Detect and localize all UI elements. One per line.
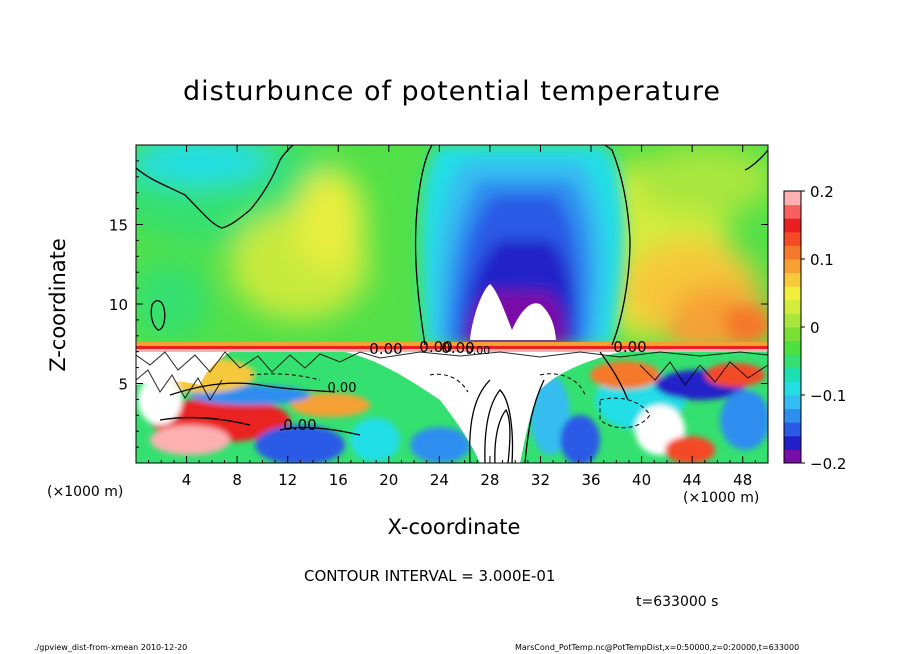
- colorbar-swatch: [784, 191, 801, 206]
- x-tick-label: 24: [430, 471, 449, 489]
- contour-interval-label: CONTOUR INTERVAL = 3.000E-01: [304, 567, 556, 585]
- x-tick-label: 12: [278, 471, 297, 489]
- contour-label: 0.00: [466, 344, 491, 357]
- contour-lines: [136, 145, 768, 463]
- colorbar-swatch: [784, 435, 801, 450]
- y-tick-label: 10: [109, 296, 128, 314]
- colorbar-swatch: [784, 272, 801, 287]
- x-unit-right: (×1000 m): [683, 490, 760, 506]
- x-tick-label: 32: [531, 471, 550, 489]
- x-tick-label: 20: [379, 471, 398, 489]
- contour-label: 0.00: [419, 338, 452, 356]
- colorbar-swatch: [784, 340, 801, 355]
- contour-label: 0.00: [441, 339, 474, 357]
- colorbar-swatch: [784, 204, 801, 219]
- chart-title: disturbunce of potential temperature: [183, 76, 721, 107]
- colorbar-swatch: [784, 449, 801, 464]
- contour-label: 0.00: [328, 381, 357, 396]
- x-tick-label: 8: [232, 471, 242, 489]
- y-tick-label: 15: [109, 217, 128, 235]
- heatmap-field: [136, 145, 768, 463]
- colorbar-tick-label: 0: [810, 319, 820, 337]
- contour-labels: 0.00 0.000.00 0.000.000.000.00: [283, 338, 646, 434]
- footer-right: MarsCond_PotTemp.nc@PotTempDist,x=0:5000…: [515, 643, 800, 652]
- y-axis-label: Z-coordinate: [46, 238, 70, 372]
- colorbar-swatch: [784, 395, 801, 410]
- colorbar-swatch: [784, 218, 801, 233]
- x-tick-label: 16: [329, 471, 348, 489]
- white-trough: [345, 352, 620, 463]
- contour-label: 0.00: [369, 340, 402, 358]
- white-peaks: [470, 284, 556, 340]
- y-tick-label: 5: [118, 376, 128, 394]
- x-tick-label: 48: [733, 471, 752, 489]
- colorbar-swatch: [784, 408, 801, 423]
- footer-left: ./gpview_dist-from-xmean 2010-12-20: [34, 643, 188, 652]
- colorbar-swatch: [784, 299, 801, 314]
- colorbar-swatch: [784, 327, 801, 342]
- colorbar-swatch: [784, 422, 801, 437]
- time-label: t=633000 s: [636, 594, 719, 610]
- colorbar-swatch: [784, 367, 801, 382]
- x-tick-label: 44: [683, 471, 702, 489]
- colorbar-swatch: [784, 231, 801, 246]
- colorbar-swatch: [784, 354, 801, 369]
- x-axis-label: X-coordinate: [387, 515, 521, 539]
- colorbar-swatch: [784, 245, 801, 260]
- x-unit-left: (×1000 m): [47, 484, 124, 500]
- x-tick-label: 40: [632, 471, 651, 489]
- x-ticks: 4 8 12 16 20 24 28 32 36 40 44 48: [148, 145, 756, 489]
- x-tick-label: 4: [182, 471, 192, 489]
- colorbar-tick-label: 0.2: [810, 183, 834, 201]
- x-tick-label: 36: [581, 471, 600, 489]
- colorbar-tick-label: −0.1: [810, 387, 846, 405]
- colorbar-tick-label: 0.1: [810, 251, 834, 269]
- colorbar-swatch: [784, 259, 801, 274]
- contour-label: 0.00: [283, 416, 316, 434]
- colorbar: −0.2 −0.1 0 0.1 0.2: [783, 183, 846, 473]
- colorbar-swatch: [784, 286, 801, 301]
- colorbar-swatch: [784, 313, 801, 328]
- contour-label: 0.00: [613, 338, 646, 356]
- colorbar-tick-label: −0.2: [810, 455, 846, 473]
- x-tick-label: 28: [480, 471, 499, 489]
- colorbar-swatch: [784, 381, 801, 396]
- y-ticks: 5 10 15: [109, 160, 768, 448]
